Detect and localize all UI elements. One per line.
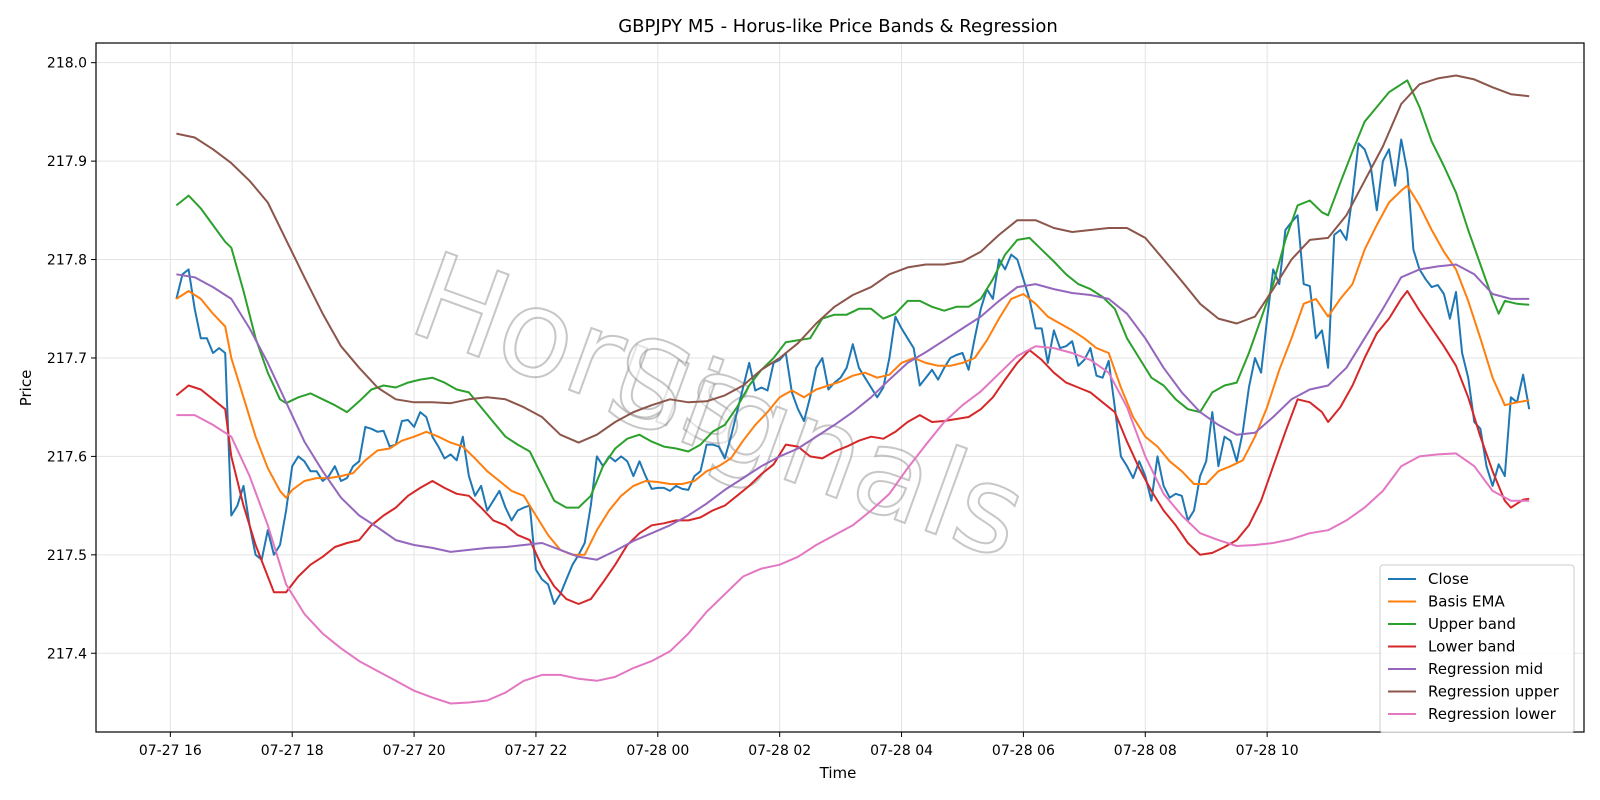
y-tick-label: 217.5 (47, 548, 87, 564)
x-axis-ticks: 07-27 16 07-27 18 07-27 20 07-27 22 07-28 00… (139, 732, 1299, 759)
y-axis-title: Price (17, 370, 35, 407)
x-tick-label: 07-28 10 (1236, 743, 1299, 759)
y-tick-label: 217.6 (47, 449, 87, 465)
legend-label: Close (1428, 570, 1469, 588)
x-tick-label: 07-27 22 (504, 743, 567, 759)
legend-label: Basis EMA (1428, 593, 1505, 611)
x-tick-label: 07-28 02 (748, 743, 811, 759)
x-tick-label: 07-28 08 (1114, 743, 1177, 759)
y-tick-label: 217.9 (47, 154, 87, 170)
legend-label: Regression mid (1428, 660, 1543, 678)
legend-label: Upper band (1428, 615, 1516, 633)
x-tick-label: 07-27 20 (383, 743, 446, 759)
y-tick-label: 217.4 (47, 646, 87, 662)
y-tick-label: 218.0 (47, 56, 87, 72)
x-axis-title: Time (819, 764, 857, 782)
legend: Close Basis EMA Upper band Lower band Regres… (1380, 565, 1574, 733)
chart-title: GBPJPY M5 - Horus-like Price Bands & Reg… (618, 16, 1058, 37)
x-tick-label: 07-28 04 (870, 743, 933, 759)
x-tick-label: 07-27 18 (261, 743, 324, 759)
y-tick-label: 217.8 (47, 253, 87, 269)
y-axis-ticks: 217.4 217.5 217.6 217.7 217.8 217.9 218.0 (47, 56, 96, 663)
legend-label: Regression upper (1428, 683, 1560, 701)
x-tick-label: 07-28 00 (626, 743, 689, 759)
x-tick-label: 07-28 06 (992, 743, 1055, 759)
legend-label: Regression lower (1428, 705, 1557, 723)
x-tick-label: 07-27 16 (139, 743, 202, 759)
legend-label: Lower band (1428, 638, 1515, 656)
y-tick-label: 217.7 (47, 351, 87, 367)
